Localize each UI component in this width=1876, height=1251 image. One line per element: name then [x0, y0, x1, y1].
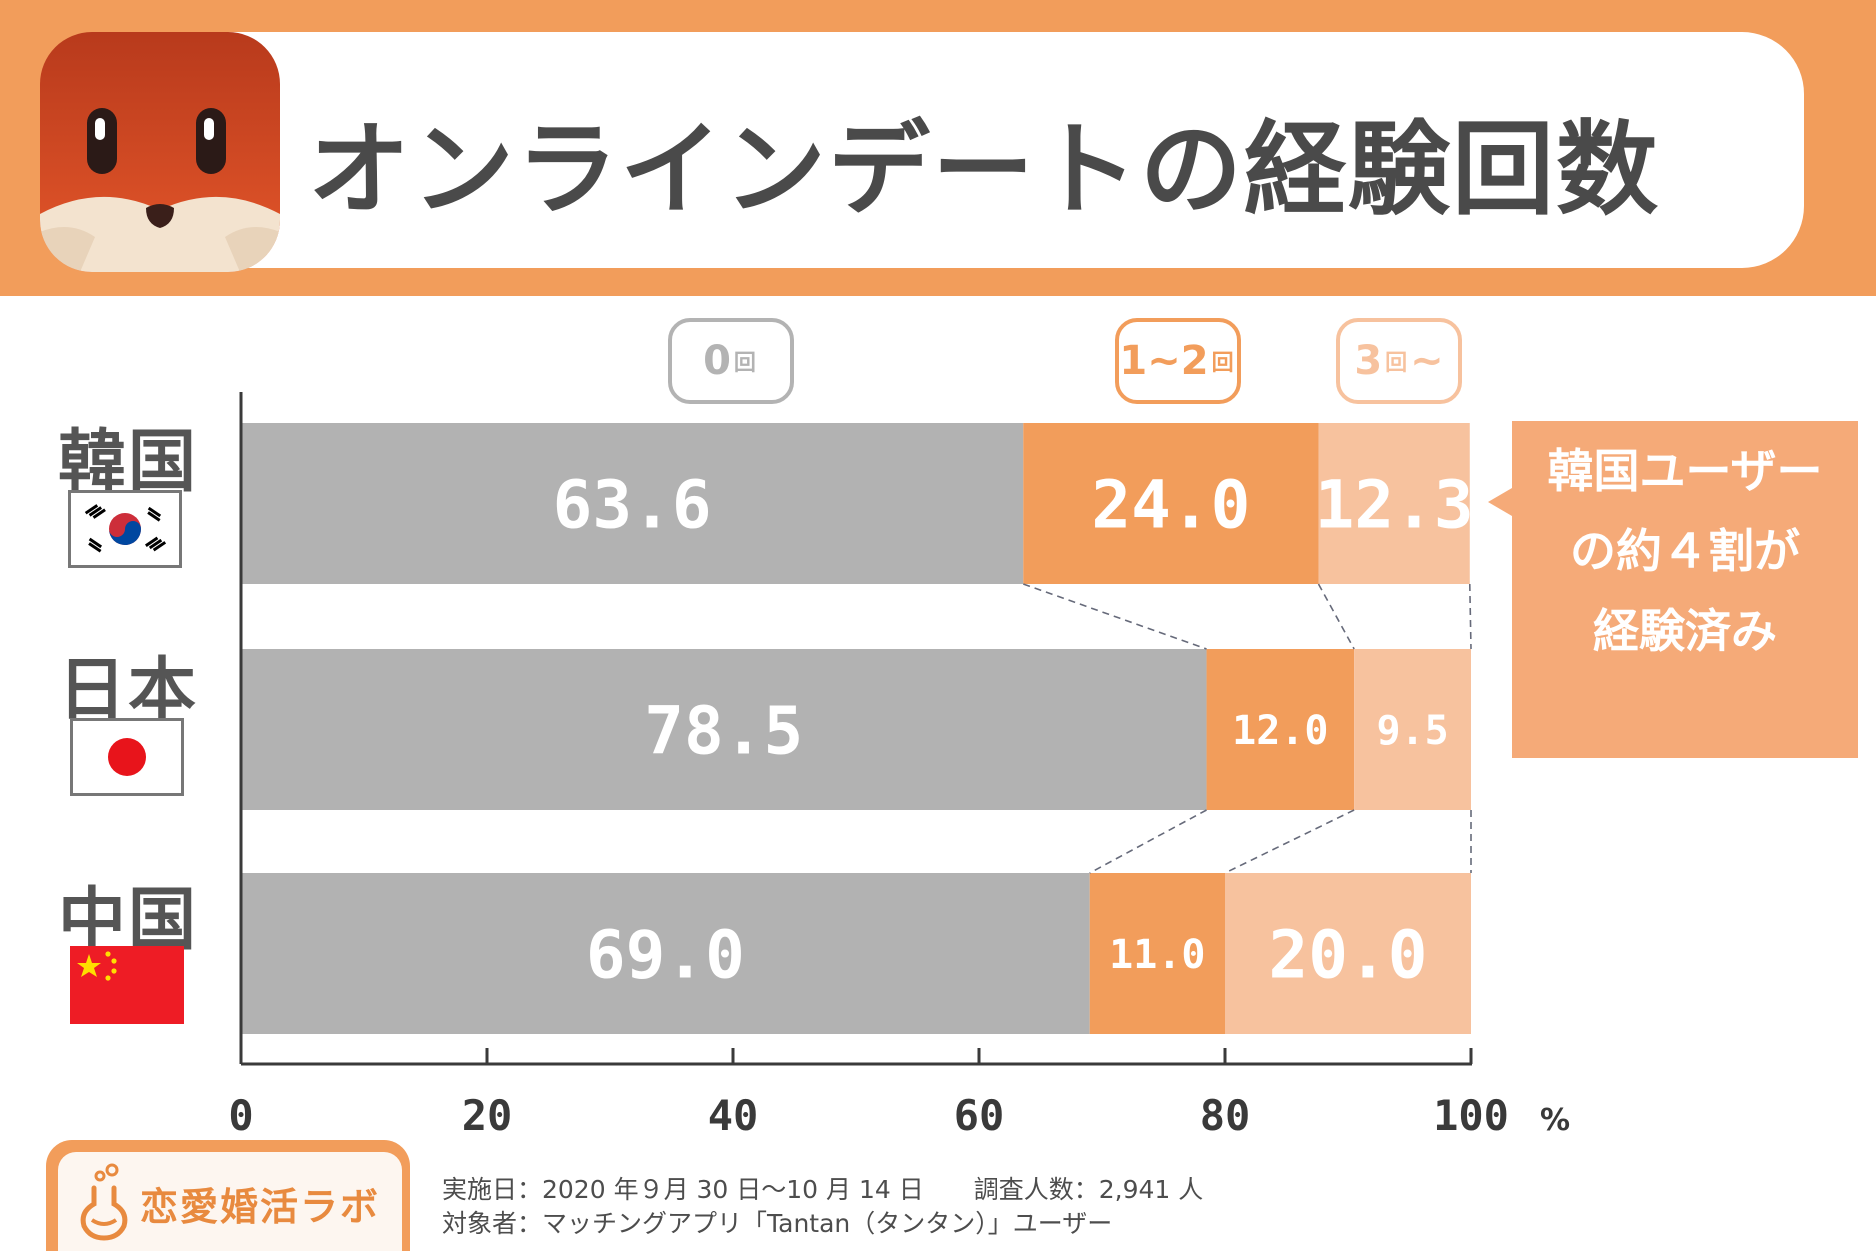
- x-tick-label-1: 20: [462, 1091, 513, 1140]
- bar-segment-1-2: [1354, 649, 1471, 810]
- bar-value-label-0-0: 63.6: [553, 466, 712, 543]
- bar-value-label-2-2: 20.0: [1269, 916, 1428, 993]
- callout-line-2: の約４割が: [1570, 524, 1800, 578]
- legend-item-1: 1~2 回: [1115, 318, 1241, 404]
- x-tick-label-5: 100: [1433, 1091, 1509, 1140]
- bar-segment-1-1: [1206, 649, 1355, 810]
- flask-icon: [80, 1163, 128, 1241]
- connector-line-0-1: [1317, 583, 1355, 650]
- x-tick-label-2: 40: [708, 1091, 759, 1140]
- bar-segment-0-0: [241, 423, 1024, 584]
- legend-unit-2: 回: [1385, 351, 1408, 376]
- south-korea-flag-icon: [68, 490, 182, 568]
- legend-unit-1: 回: [1211, 351, 1234, 376]
- connector-line-1-0: [1089, 809, 1207, 874]
- page-title: オンラインデートの経験回数: [308, 111, 1660, 230]
- legend-unit-0: 回: [733, 351, 756, 376]
- callout-line-3: 経験済み: [1593, 604, 1777, 658]
- bar-value-label-2-0: 69.0: [586, 916, 745, 993]
- japan-flag-icon: [70, 718, 184, 796]
- callout-box: 韓国ユーザー の約４割が 経験済み: [1512, 421, 1858, 758]
- x-tick-label-0: 0: [228, 1091, 253, 1140]
- bar-value-label-0-1: 24.0: [1091, 466, 1250, 543]
- bar-value-label-1-1: 12.0: [1232, 708, 1328, 754]
- bar-value-label-0-2: 12.3: [1315, 466, 1474, 543]
- connector-line-0-2: [1468, 583, 1472, 650]
- survey-note-line-1: 実施日：2020 年９月 30 日〜10 月 14 日 調査人数：2,941 人: [442, 1175, 1204, 1204]
- bar-segment-2-0: [241, 873, 1090, 1034]
- legend-label-1: 1~2: [1119, 338, 1209, 384]
- bar-segment-0-2: [1318, 423, 1470, 584]
- legend-label-0: 0: [703, 338, 731, 384]
- bar-value-label-1-2: 9.5: [1376, 708, 1448, 754]
- callout-line-1: 韓国ユーザー: [1547, 444, 1823, 498]
- brand-logo-panel: [58, 1152, 402, 1251]
- china-flag-icon: [70, 946, 184, 1024]
- legend-item-2: 3 回 ~: [1336, 318, 1462, 404]
- country-label-korea: 韓国: [58, 423, 199, 502]
- x-unit-label: %: [1540, 1103, 1570, 1138]
- bar-segment-2-2: [1225, 873, 1471, 1034]
- bar-value-label-2-1: 11.0: [1109, 932, 1205, 978]
- legend-label-2: 3: [1354, 338, 1383, 384]
- connector-line-0-0: [1023, 583, 1207, 650]
- connector-line-1-1: [1224, 809, 1355, 874]
- legend-suffix-2: ~: [1410, 338, 1444, 384]
- callout-pointer: [1488, 488, 1512, 516]
- bar-segment-2-1: [1089, 873, 1225, 1034]
- brand-name: 恋愛婚活ラボ: [140, 1185, 381, 1229]
- bar-segment-0-1: [1023, 423, 1319, 584]
- country-label-japan: 日本: [58, 651, 199, 730]
- bar-segment-1-0: [241, 649, 1207, 810]
- bar-value-label-1-0: 78.5: [644, 692, 803, 769]
- x-tick-label-3: 60: [954, 1091, 1005, 1140]
- title-pill: [84, 32, 1804, 268]
- x-tick-label-4: 80: [1200, 1091, 1251, 1140]
- survey-note-line-2: 対象者：マッチングアプリ「Tantan（タンタン）」ユーザー: [442, 1209, 1113, 1238]
